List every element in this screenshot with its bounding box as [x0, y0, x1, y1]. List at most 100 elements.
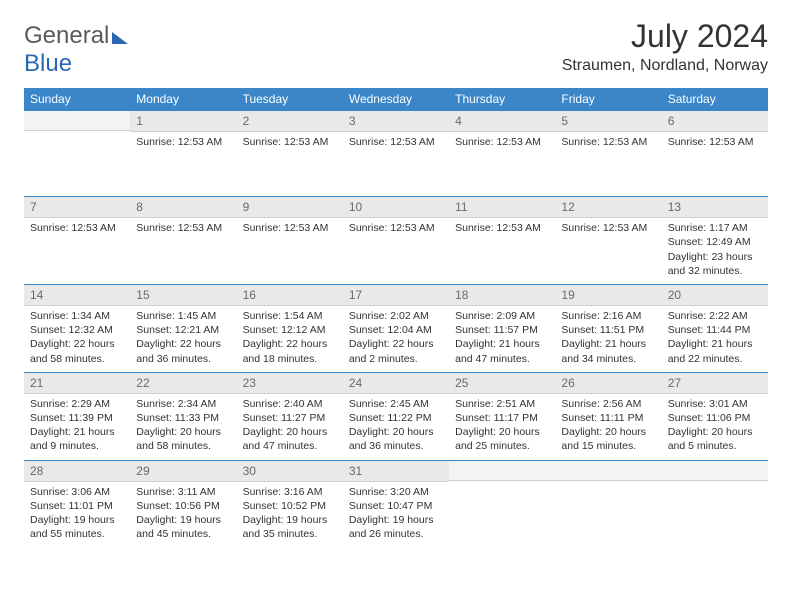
- day-cell: [24, 111, 130, 196]
- day-cell: 31Sunrise: 3:20 AMSunset: 10:47 PMDaylig…: [343, 461, 449, 548]
- day-cell: [662, 461, 768, 548]
- day-line: Sunset: 12:12 AM: [243, 323, 337, 337]
- day-line: Daylight: 21 hours: [30, 425, 124, 439]
- day-number: [555, 461, 661, 481]
- day-line: Daylight: 20 hours: [668, 425, 762, 439]
- day-line: Sunrise: 3:16 AM: [243, 485, 337, 499]
- day-number: 14: [24, 285, 130, 306]
- day-number: 7: [24, 197, 130, 218]
- day-cell: 1Sunrise: 12:53 AM: [130, 111, 236, 196]
- day-number: 13: [662, 197, 768, 218]
- day-header: Tuesday: [237, 88, 343, 110]
- day-line: Sunrise: 12:53 AM: [349, 221, 443, 235]
- day-cell: 27Sunrise: 3:01 AMSunset: 11:06 PMDaylig…: [662, 373, 768, 460]
- day-body: Sunrise: 12:53 AM: [237, 218, 343, 241]
- day-number: 17: [343, 285, 449, 306]
- day-line: Sunset: 11:57 PM: [455, 323, 549, 337]
- day-line: and 55 minutes.: [30, 527, 124, 541]
- day-line: Sunrise: 12:53 AM: [243, 135, 337, 149]
- day-line: Sunrise: 12:53 AM: [243, 221, 337, 235]
- day-line: Daylight: 23 hours: [668, 250, 762, 264]
- day-body: [24, 131, 130, 140]
- day-number: 5: [555, 111, 661, 132]
- day-number: 19: [555, 285, 661, 306]
- day-line: and 25 minutes.: [455, 439, 549, 453]
- day-line: Daylight: 22 hours: [136, 337, 230, 351]
- day-line: Sunrise: 1:45 AM: [136, 309, 230, 323]
- day-cell: 14Sunrise: 1:34 AMSunset: 12:32 AMDaylig…: [24, 285, 130, 372]
- day-number: 3: [343, 111, 449, 132]
- day-line: Daylight: 20 hours: [349, 425, 443, 439]
- logo-text: General Blue: [24, 22, 128, 78]
- day-number: 26: [555, 373, 661, 394]
- day-line: Sunrise: 2:02 AM: [349, 309, 443, 323]
- day-number: 4: [449, 111, 555, 132]
- triangle-icon: [112, 32, 128, 44]
- day-body: Sunrise: 12:53 AM: [130, 218, 236, 241]
- week-row: 1Sunrise: 12:53 AM2Sunrise: 12:53 AM3Sun…: [24, 110, 768, 196]
- day-line: Sunrise: 12:53 AM: [136, 221, 230, 235]
- day-line: Sunset: 10:56 PM: [136, 499, 230, 513]
- day-body: Sunrise: 12:53 AM: [343, 132, 449, 155]
- day-cell: 25Sunrise: 2:51 AMSunset: 11:17 PMDaylig…: [449, 373, 555, 460]
- day-line: Daylight: 20 hours: [561, 425, 655, 439]
- day-number: 1: [130, 111, 236, 132]
- day-line: and 9 minutes.: [30, 439, 124, 453]
- day-line: Sunrise: 2:56 AM: [561, 397, 655, 411]
- day-number: 30: [237, 461, 343, 482]
- day-line: Sunrise: 1:54 AM: [243, 309, 337, 323]
- day-cell: 8Sunrise: 12:53 AM: [130, 197, 236, 284]
- day-number: [449, 461, 555, 481]
- day-header: Monday: [130, 88, 236, 110]
- day-body: Sunrise: 12:53 AM: [343, 218, 449, 241]
- day-number: 16: [237, 285, 343, 306]
- day-line: Sunset: 11:51 PM: [561, 323, 655, 337]
- day-line: and 47 minutes.: [455, 352, 549, 366]
- day-cell: 18Sunrise: 2:09 AMSunset: 11:57 PMDaylig…: [449, 285, 555, 372]
- day-cell: 26Sunrise: 2:56 AMSunset: 11:11 PMDaylig…: [555, 373, 661, 460]
- day-number: 24: [343, 373, 449, 394]
- day-cell: 28Sunrise: 3:06 AMSunset: 11:01 PMDaylig…: [24, 461, 130, 548]
- day-body: Sunrise: 12:53 AM: [662, 132, 768, 155]
- day-number: [662, 461, 768, 481]
- day-line: Daylight: 21 hours: [561, 337, 655, 351]
- day-line: Daylight: 19 hours: [243, 513, 337, 527]
- day-line: and 32 minutes.: [668, 264, 762, 278]
- day-body: Sunrise: 2:09 AMSunset: 11:57 PMDaylight…: [449, 306, 555, 372]
- day-line: Sunrise: 2:51 AM: [455, 397, 549, 411]
- day-line: Daylight: 21 hours: [455, 337, 549, 351]
- logo: General Blue: [24, 22, 128, 78]
- day-line: and 22 minutes.: [668, 352, 762, 366]
- day-line: Sunset: 12:32 AM: [30, 323, 124, 337]
- day-number: 18: [449, 285, 555, 306]
- day-line: Daylight: 21 hours: [668, 337, 762, 351]
- day-cell: 9Sunrise: 12:53 AM: [237, 197, 343, 284]
- day-body: Sunrise: 2:16 AMSunset: 11:51 PMDaylight…: [555, 306, 661, 372]
- day-cell: 10Sunrise: 12:53 AM: [343, 197, 449, 284]
- day-cell: 3 Sunrise: 12:53 AM: [343, 111, 449, 196]
- day-line: Sunrise: 12:53 AM: [349, 135, 443, 149]
- day-body: Sunrise: 12:53 AM: [449, 132, 555, 155]
- day-number: 6: [662, 111, 768, 132]
- day-body: Sunrise: 2:45 AMSunset: 11:22 PMDaylight…: [343, 394, 449, 460]
- header: General Blue July 2024 Straumen, Nordlan…: [24, 18, 768, 78]
- day-body: Sunrise: 1:34 AMSunset: 12:32 AMDaylight…: [24, 306, 130, 372]
- day-body: Sunrise: 2:02 AMSunset: 12:04 AMDaylight…: [343, 306, 449, 372]
- day-line: Sunset: 11:39 PM: [30, 411, 124, 425]
- day-body: Sunrise: 12:53 AM: [237, 132, 343, 155]
- day-body: Sunrise: 3:01 AMSunset: 11:06 PMDaylight…: [662, 394, 768, 460]
- day-header: Friday: [555, 88, 661, 110]
- day-line: Sunset: 12:21 AM: [136, 323, 230, 337]
- day-cell: 5Sunrise: 12:53 AM: [555, 111, 661, 196]
- day-cell: 30Sunrise: 3:16 AMSunset: 10:52 PMDaylig…: [237, 461, 343, 548]
- day-header: Wednesday: [343, 88, 449, 110]
- day-number: 27: [662, 373, 768, 394]
- day-line: Sunrise: 12:53 AM: [455, 135, 549, 149]
- day-body: Sunrise: 2:51 AMSunset: 11:17 PMDaylight…: [449, 394, 555, 460]
- day-number: [24, 111, 130, 131]
- day-line: Sunrise: 12:53 AM: [455, 221, 549, 235]
- day-line: Sunrise: 2:29 AM: [30, 397, 124, 411]
- day-line: Daylight: 20 hours: [243, 425, 337, 439]
- day-line: Sunset: 11:01 PM: [30, 499, 124, 513]
- day-line: Sunrise: 2:16 AM: [561, 309, 655, 323]
